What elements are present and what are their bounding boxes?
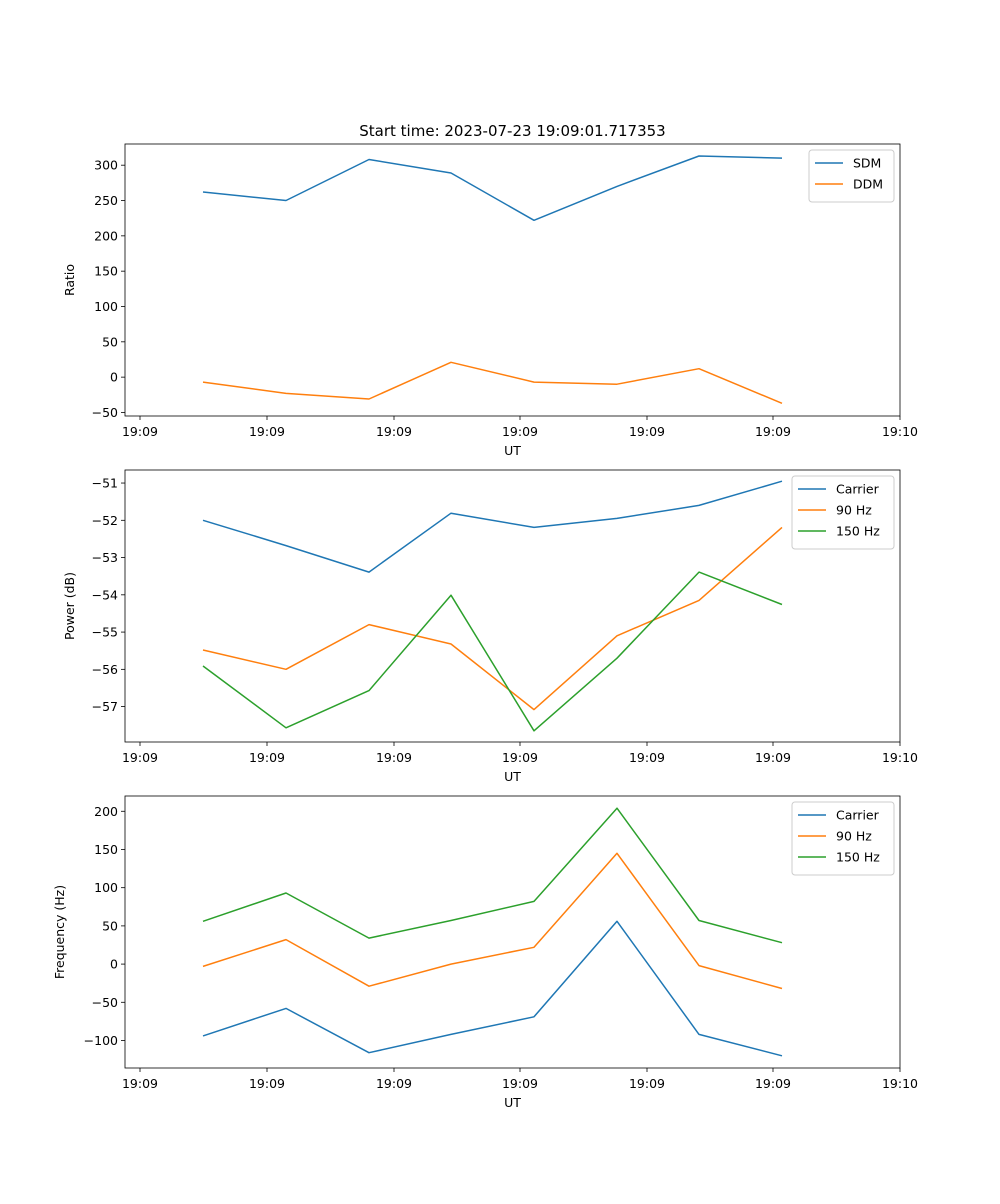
x-tick-label: 19:09: [376, 750, 412, 765]
y-tick-label: 0: [110, 370, 118, 385]
x-tick-label: 19:10: [882, 1076, 918, 1091]
y-tick-label: −54: [92, 587, 118, 602]
x-tick-label: 19:09: [755, 1076, 791, 1091]
y-tick-label: 50: [102, 918, 118, 933]
x-tick-label: 19:09: [502, 424, 538, 439]
x-tick-label: 19:09: [122, 1076, 158, 1091]
legend: SDM DDM: [808, 149, 895, 203]
x-tick-label: 19:09: [629, 750, 665, 765]
x-axis-label: UT: [504, 769, 521, 784]
x-tick-label: 19:09: [755, 424, 791, 439]
x-tick-label: 19:09: [249, 750, 285, 765]
y-tick-label: 50: [102, 334, 118, 349]
subplot-1: 19:09 19:09 19:09 19:09 19:09 19:09 19:10 −50 0 5…: [62, 122, 918, 458]
axes-frame: [124, 143, 901, 417]
y-tick-label: −53: [92, 550, 118, 565]
x-axis-label: UT: [504, 1095, 521, 1110]
x-tick-label: 19:09: [629, 424, 665, 439]
y-tick-label: −50: [92, 405, 118, 420]
y-tick-label: 0: [110, 957, 118, 972]
legend-label: DDM: [853, 177, 883, 192]
x-tick-label: 19:09: [629, 1076, 665, 1091]
series-line-90-hz: [202, 852, 783, 990]
chart-title: Start time: 2023-07-23 19:09:01.717353: [359, 122, 665, 140]
y-tick-label: 250: [94, 193, 118, 208]
series-line-150-hz: [202, 571, 783, 732]
y-axis-label: Frequency (Hz): [52, 885, 67, 979]
y-tick-label: −52: [92, 513, 118, 528]
series-line-sdm: [202, 155, 783, 222]
y-tick-label: 300: [94, 158, 118, 173]
legend: Carrier 90 Hz 150 Hz: [791, 475, 895, 550]
series-line-carrier: [202, 920, 783, 1057]
x-tick-label: 19:09: [122, 750, 158, 765]
legend-label: Carrier: [836, 808, 880, 823]
x-axis-label: UT: [504, 443, 521, 458]
y-tick-label: 150: [94, 264, 118, 279]
y-tick-label: 100: [94, 880, 118, 895]
x-tick-label: 19:09: [502, 1076, 538, 1091]
x-tick-label: 19:09: [502, 750, 538, 765]
y-tick-label: −57: [92, 699, 118, 714]
axes-frame: [124, 795, 901, 1069]
series-line-150-hz: [202, 807, 783, 944]
legend-label: 150 Hz: [836, 850, 880, 865]
y-axis-label: Ratio: [62, 264, 77, 296]
y-tick-label: −50: [92, 995, 118, 1010]
legend-label: 90 Hz: [836, 503, 872, 518]
y-tick-label: −55: [92, 625, 118, 640]
y-tick-label: −56: [92, 662, 118, 677]
y-tick-label: −100: [84, 1033, 118, 1048]
legend-label: 90 Hz: [836, 829, 872, 844]
y-axis-label: Power (dB): [62, 572, 77, 640]
y-tick-label: −51: [92, 476, 118, 491]
x-tick-label: 19:09: [249, 1076, 285, 1091]
y-tick-label: 100: [94, 299, 118, 314]
y-tick-label: 150: [94, 842, 118, 857]
x-tick-label: 19:10: [882, 424, 918, 439]
legend: Carrier 90 Hz 150 Hz: [791, 801, 895, 876]
x-tick-label: 19:10: [882, 750, 918, 765]
y-tick-label: 200: [94, 228, 118, 243]
x-tick-label: 19:09: [755, 750, 791, 765]
series-line-carrier: [202, 480, 783, 573]
subplot-3: 19:09 19:09 19:09 19:09 19:09 19:09 19:10 −100 −…: [52, 795, 918, 1110]
x-tick-label: 19:09: [376, 424, 412, 439]
legend-label: 150 Hz: [836, 524, 880, 539]
series-line-ddm: [202, 361, 783, 404]
subplot-2: 19:09 19:09 19:09 19:09 19:09 19:09 19:10 −57 −5…: [62, 469, 918, 784]
legend-label: SDM: [853, 156, 881, 171]
x-tick-label: 19:09: [376, 1076, 412, 1091]
legend-label: Carrier: [836, 482, 880, 497]
x-tick-label: 19:09: [122, 424, 158, 439]
y-tick-label: 200: [94, 804, 118, 819]
series-line-90-hz: [202, 526, 783, 711]
x-tick-label: 19:09: [249, 424, 285, 439]
axes-frame: [124, 469, 901, 743]
